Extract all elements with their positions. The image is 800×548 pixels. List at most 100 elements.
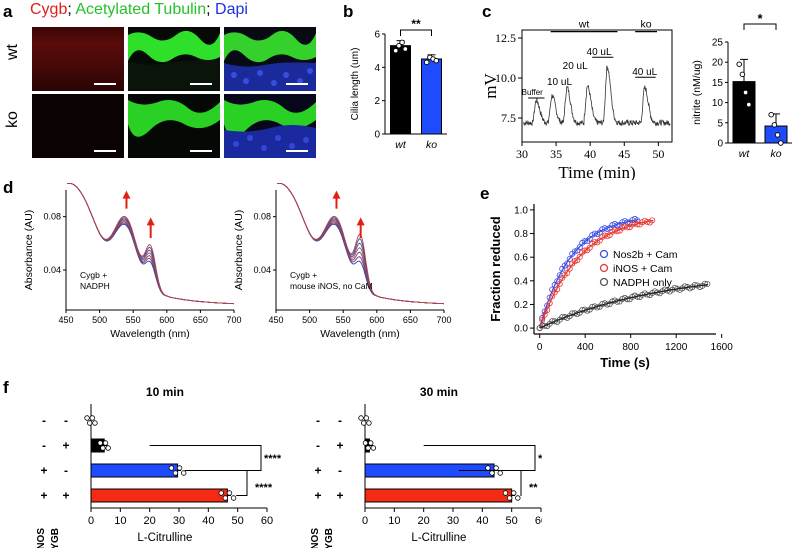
x-tick-label: 500 <box>302 315 317 325</box>
y-axis-label: Cilia length (um) <box>350 48 361 121</box>
data-point <box>368 440 374 446</box>
y-tick-label: 5 <box>717 118 723 129</box>
chart-title: 30 min <box>420 385 458 399</box>
x-tick-label: 10 <box>114 515 126 527</box>
x-tick-label: 500 <box>92 315 107 325</box>
data-point <box>226 490 233 496</box>
panel-d-letter: d <box>3 178 14 197</box>
data-point <box>172 470 179 476</box>
data-point <box>774 132 781 138</box>
significance-label: * <box>757 11 763 26</box>
chart-f-30min: 30 min 0 10 20 30 40 50 60 L-Citrulline - - - + + - + + i… <box>310 385 542 548</box>
y-tick-label: 10.0 <box>495 71 516 85</box>
data-point <box>360 420 367 426</box>
x-tick-label: 0 <box>88 515 94 527</box>
x-tick-label: 700 <box>436 315 451 325</box>
data-point <box>399 39 405 46</box>
micrograph-wt-cygb <box>32 27 124 91</box>
y-tick-label: 0.04 <box>253 265 271 275</box>
x-tick-label: 60 <box>261 515 273 527</box>
row-axis-label-inos: iNOS <box>310 528 321 548</box>
data-point <box>358 415 364 421</box>
x-tick-label: 450 <box>58 315 73 325</box>
cygb-sign: - <box>338 414 342 428</box>
x-tick-label: 1600 <box>711 342 734 353</box>
title-sep-2: ; <box>206 1 216 18</box>
y-tick-label: 10 <box>712 98 724 109</box>
y-tick-label: 0 <box>717 139 723 150</box>
x-tick-label: ko <box>770 148 781 160</box>
red-arrow-head <box>356 217 365 226</box>
data-point <box>515 495 521 501</box>
data-point <box>365 445 371 451</box>
data-point <box>392 47 399 54</box>
x-tick-label: 50 <box>506 515 518 527</box>
inos-sign: - <box>42 439 46 453</box>
tubulin-signal <box>128 30 220 91</box>
spectrum-annotation: Cygb + <box>290 270 317 280</box>
x-tick-label: 45 <box>618 147 630 161</box>
micrograph-ko-cygb <box>32 94 124 158</box>
data-point <box>736 61 742 67</box>
y-tick-label: 12.5 <box>495 31 516 45</box>
chart-d-right: 450 500 550 600 650 700 0.04 0.08 Wavelength (nm… <box>233 182 452 340</box>
x-tick-label: 20 <box>144 515 156 527</box>
y-tick-label: 0.8 <box>514 229 528 240</box>
x-tick-label: 40 <box>202 515 214 527</box>
y-tick-label: 0.0 <box>514 324 528 335</box>
inos-sign: - <box>316 414 320 428</box>
legend-marker <box>599 249 609 259</box>
merge-signal <box>224 100 316 158</box>
merge-signal <box>224 30 316 91</box>
red-arrow-head <box>146 217 155 226</box>
scale-bar <box>286 83 308 85</box>
x-tick-label: 0 <box>362 515 368 527</box>
legend-marker <box>599 277 609 287</box>
data-point <box>89 415 96 421</box>
data-point <box>105 445 111 451</box>
chart-c-nitrite: 0 5 10 15 20 25 wt ko nitrite (nM/ug) * <box>691 11 792 160</box>
data-point <box>768 111 774 118</box>
y-axis-label: nitrite (nM/ug) <box>691 60 703 125</box>
cygb-sign: + <box>336 489 343 503</box>
data-point <box>566 265 573 272</box>
significance-bracket <box>186 470 248 496</box>
y-tick-label: 0 <box>374 130 380 141</box>
x-tick-label: 35 <box>550 147 562 161</box>
x-tick-label: 600 <box>369 315 384 325</box>
data-point <box>180 470 187 476</box>
data-point <box>681 283 688 290</box>
data-point <box>363 415 370 421</box>
chart-title: 10 min <box>146 385 184 399</box>
tubulin-signal <box>128 100 220 137</box>
x-tick-label: 650 <box>403 315 418 325</box>
x-tick-label: 30 <box>173 515 185 527</box>
data-point <box>511 490 517 496</box>
significance-label: **** <box>264 453 282 465</box>
significance-bracket <box>423 445 536 471</box>
legend-label: iNOS + Cam <box>613 263 672 275</box>
data-point <box>168 465 175 471</box>
fit-line <box>539 283 709 329</box>
y-tick-label: 0.6 <box>514 253 528 264</box>
fit-line <box>539 218 639 329</box>
cygb-sign: - <box>64 414 68 428</box>
significance-label: ** <box>411 17 421 31</box>
row-label-wt: wt <box>4 44 21 60</box>
inos-sign: - <box>316 439 320 453</box>
spectrum-annotation: mouse iNOS, no CaM <box>290 281 373 291</box>
data-point <box>556 280 563 287</box>
x-tick-label: 30 <box>516 147 528 161</box>
trace-annotation: 40 uL <box>587 47 612 58</box>
y-tick-label: 0.04 <box>43 265 61 275</box>
x-tick-label: 50 <box>652 147 664 161</box>
significance-label: **** <box>538 453 542 465</box>
x-tick-label: 700 <box>226 315 241 325</box>
data-point <box>576 244 583 251</box>
data-point <box>739 71 746 78</box>
data-point <box>671 284 678 291</box>
x-tick-label: 20 <box>418 515 430 527</box>
significance-bracket <box>743 23 777 30</box>
data-point <box>502 490 509 496</box>
title-tubulin: Acetylated Tubulin <box>75 1 207 18</box>
